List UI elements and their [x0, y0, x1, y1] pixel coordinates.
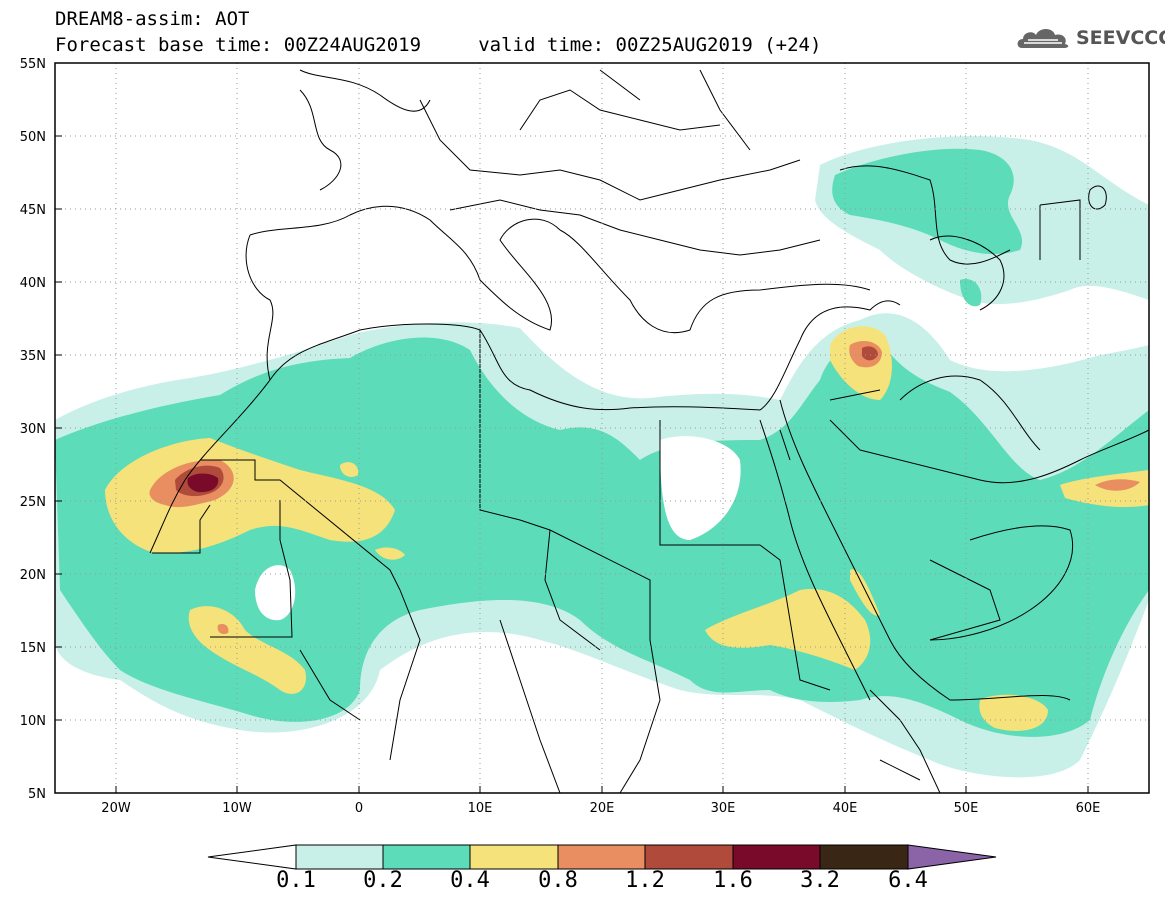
aot-contour-0.4 [705, 589, 871, 670]
aot-contour-0.8 [217, 623, 229, 635]
lat-tick: 40N [20, 276, 46, 291]
aot-contour-0.2 [55, 337, 1149, 737]
aot-contour-0.8 [1095, 479, 1140, 491]
colorbar-label: 1.2 [625, 868, 665, 893]
axis-ticks [55, 62, 1089, 794]
lat-tick: 30N [20, 422, 46, 437]
chart-subtitle: Forecast base time: 00Z24AUG2019 valid t… [55, 34, 822, 56]
colorbar-bin [644, 844, 734, 870]
lat-tick: 35N [20, 349, 46, 364]
lat-tick: 55N [20, 57, 46, 72]
aot-contour-0.4 [375, 547, 405, 560]
colorbar-bin [295, 844, 384, 870]
colorbar-label: 3.2 [800, 868, 840, 893]
aot-contour-1.2 [862, 346, 878, 361]
aot-contour-0.2 [832, 148, 1023, 255]
gridlines [55, 63, 1149, 793]
lat-tick: 50N [20, 130, 46, 145]
chart-title: DREAM8-assim: AOT [55, 8, 250, 30]
logo-text: SEEVCCC [1076, 27, 1165, 49]
lon-tick: 10W [222, 801, 252, 816]
colorbar-bin [469, 844, 559, 870]
logo: SEEVCCC [1016, 24, 1165, 52]
aot-contour-1.6 [187, 473, 219, 493]
aot-field [55, 136, 1149, 778]
colorbar-over-arrow [907, 844, 997, 870]
colorbar-bin [557, 844, 646, 870]
colorbar-label: 6.4 [888, 868, 928, 893]
coastlines [149, 69, 1149, 793]
lon-tick: 60E [1076, 801, 1101, 816]
lat-labels: 55N 50N 45N 40N 35N 30N 25N 20N 15N 10N … [20, 57, 46, 802]
lat-tick: 45N [20, 203, 46, 218]
colorbar-label: 1.6 [713, 868, 753, 893]
colorbar-bin [382, 844, 471, 870]
colorbar-label: 0.1 [276, 868, 316, 893]
lon-tick: 10E [468, 801, 493, 816]
lat-tick: 5N [28, 787, 46, 802]
lat-tick: 25N [20, 495, 46, 510]
colorbar-bin [732, 844, 821, 870]
lon-tick: 40E [833, 801, 858, 816]
colorbar-under-arrow [207, 844, 297, 870]
lat-tick: 10N [20, 714, 46, 729]
colorbar-label: 0.8 [538, 868, 578, 893]
colorbar-label: 0.4 [450, 868, 490, 893]
lon-tick: 50E [954, 801, 979, 816]
lat-tick: 15N [20, 641, 46, 656]
aot-contour-0.4 [340, 462, 359, 477]
aot-contour-0.2 [960, 279, 982, 307]
aot-contour-0.4 [979, 694, 1048, 731]
lon-tick: 0 [355, 801, 363, 816]
lon-tick: 30E [711, 801, 736, 816]
lat-tick: 20N [20, 568, 46, 583]
lon-tick: 20E [590, 801, 615, 816]
aot-contour-0.1 [60, 619, 92, 662]
colorbar [207, 844, 997, 870]
lon-labels: 20W 10W 0 10E 20E 30E 40E 50E 60E [101, 801, 1100, 816]
lon-tick: 20W [101, 801, 131, 816]
cloud-icon [1017, 29, 1069, 48]
colorbar-bin [819, 844, 909, 870]
colorbar-label: 0.2 [363, 868, 403, 893]
